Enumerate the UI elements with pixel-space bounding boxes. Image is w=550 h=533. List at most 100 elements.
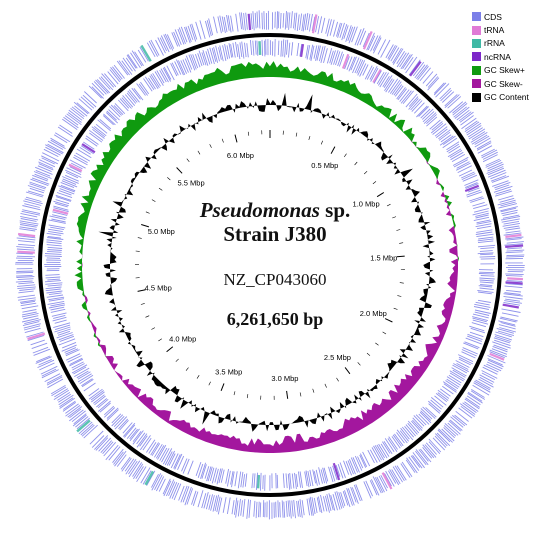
- cds-feature: [351, 26, 358, 43]
- cds-swatch: [472, 12, 481, 22]
- scale-tick: [233, 391, 236, 396]
- cds-feature: [474, 135, 490, 145]
- cds-feature: [506, 249, 525, 252]
- cds-feature: [370, 35, 379, 52]
- cds-feature: [111, 414, 124, 427]
- cds-feature: [419, 411, 432, 424]
- cds-feature: [151, 473, 162, 491]
- scale-tick: [354, 161, 358, 166]
- cds-feature: [190, 54, 197, 70]
- cds-feature: [400, 427, 410, 440]
- genome-size: 6,261,650 bp: [226, 309, 324, 329]
- cds-feature: [126, 427, 137, 439]
- cds-feature: [122, 422, 133, 434]
- cds-feature: [505, 230, 521, 234]
- cds-feature: [362, 451, 371, 467]
- cds-feature: [348, 26, 356, 44]
- scale-tick: [221, 138, 224, 143]
- cds-feature: [201, 493, 207, 509]
- cds-feature: [111, 413, 122, 424]
- cds-feature: [287, 500, 290, 517]
- cds-feature: [449, 372, 464, 382]
- organism-genus: Pseudomonas: [199, 198, 320, 222]
- cds-feature: [339, 462, 346, 478]
- cds-feature: [339, 22, 345, 38]
- cds-feature: [498, 320, 516, 326]
- scale-tick: [286, 390, 289, 399]
- cds-feature: [67, 406, 83, 418]
- cds-feature: [58, 190, 72, 196]
- cds-feature: [89, 132, 103, 143]
- cds-feature: [132, 430, 144, 445]
- scale-ticks: [135, 130, 405, 400]
- cds-feature: [150, 442, 159, 456]
- scale-tick-label: 1.0 Mbp: [353, 200, 380, 209]
- cds-feature: [126, 54, 137, 69]
- cds-feature: [416, 64, 428, 80]
- cds-feature: [218, 468, 223, 484]
- cds-feature: [374, 445, 385, 461]
- cds-feature: [476, 219, 491, 224]
- cds-feature: [192, 54, 199, 69]
- cds-feature: [430, 399, 442, 410]
- cds-feature: [38, 159, 56, 168]
- cds-feature: [353, 484, 361, 502]
- cds-feature: [412, 417, 423, 429]
- cds-feature: [449, 370, 465, 380]
- scale-tick: [176, 167, 183, 174]
- cds-feature: [391, 81, 402, 95]
- cds-feature: [332, 493, 338, 511]
- cds-feature: [478, 378, 494, 388]
- cds-feature: [18, 243, 36, 247]
- scale-tick-label: 5.5 Mbp: [178, 179, 205, 188]
- cds-feature: [71, 361, 84, 369]
- cds-feature: [502, 222, 520, 227]
- cds-feature: [479, 374, 495, 383]
- cds-feature: [420, 408, 433, 420]
- cds-feature: [221, 16, 226, 34]
- cds-feature: [101, 73, 115, 88]
- cds-feature: [411, 420, 421, 432]
- cds-feature: [15, 274, 33, 277]
- cds-feature: [410, 455, 421, 468]
- cds-feature: [128, 89, 140, 103]
- cds-feature: [440, 134, 452, 143]
- cds-feature: [466, 125, 482, 136]
- scale-tick-label: 0.5 Mbp: [311, 161, 338, 170]
- cds-feature: [173, 31, 181, 47]
- cds-feature: [378, 71, 387, 86]
- cds-feature: [470, 197, 485, 203]
- cds-feature: [63, 400, 76, 410]
- cds-feature: [452, 415, 466, 427]
- cds-feature: [151, 473, 159, 488]
- cds-feature: [194, 53, 201, 68]
- cds-feature: [367, 35, 376, 51]
- cds-feature: [297, 500, 301, 518]
- cds-feature: [277, 11, 280, 29]
- cds-feature: [97, 119, 111, 132]
- scale-tick: [220, 383, 225, 391]
- cds-feature: [62, 178, 77, 185]
- cds-feature: [210, 495, 215, 511]
- cds-feature: [505, 227, 521, 231]
- cds-feature: [469, 196, 483, 202]
- cds-feature: [422, 406, 436, 419]
- cds-feature: [413, 102, 425, 114]
- cds-feature: [472, 319, 489, 325]
- cds-feature: [458, 356, 473, 365]
- cds-feature: [216, 496, 221, 513]
- cds-feature: [233, 497, 238, 515]
- cds-feature: [305, 470, 310, 488]
- scale-tick: [186, 158, 190, 162]
- cds-feature: [297, 471, 302, 488]
- cds-feature: [47, 378, 64, 389]
- cds-feature: [462, 174, 478, 182]
- cds-feature: [55, 199, 70, 205]
- cds-feature: [16, 276, 35, 278]
- cds-feature: [58, 185, 75, 193]
- cds-feature: [171, 482, 180, 499]
- cds-feature: [493, 344, 508, 351]
- cds-feature: [85, 137, 98, 147]
- cds-feature: [177, 455, 185, 470]
- cds-feature: [405, 93, 418, 108]
